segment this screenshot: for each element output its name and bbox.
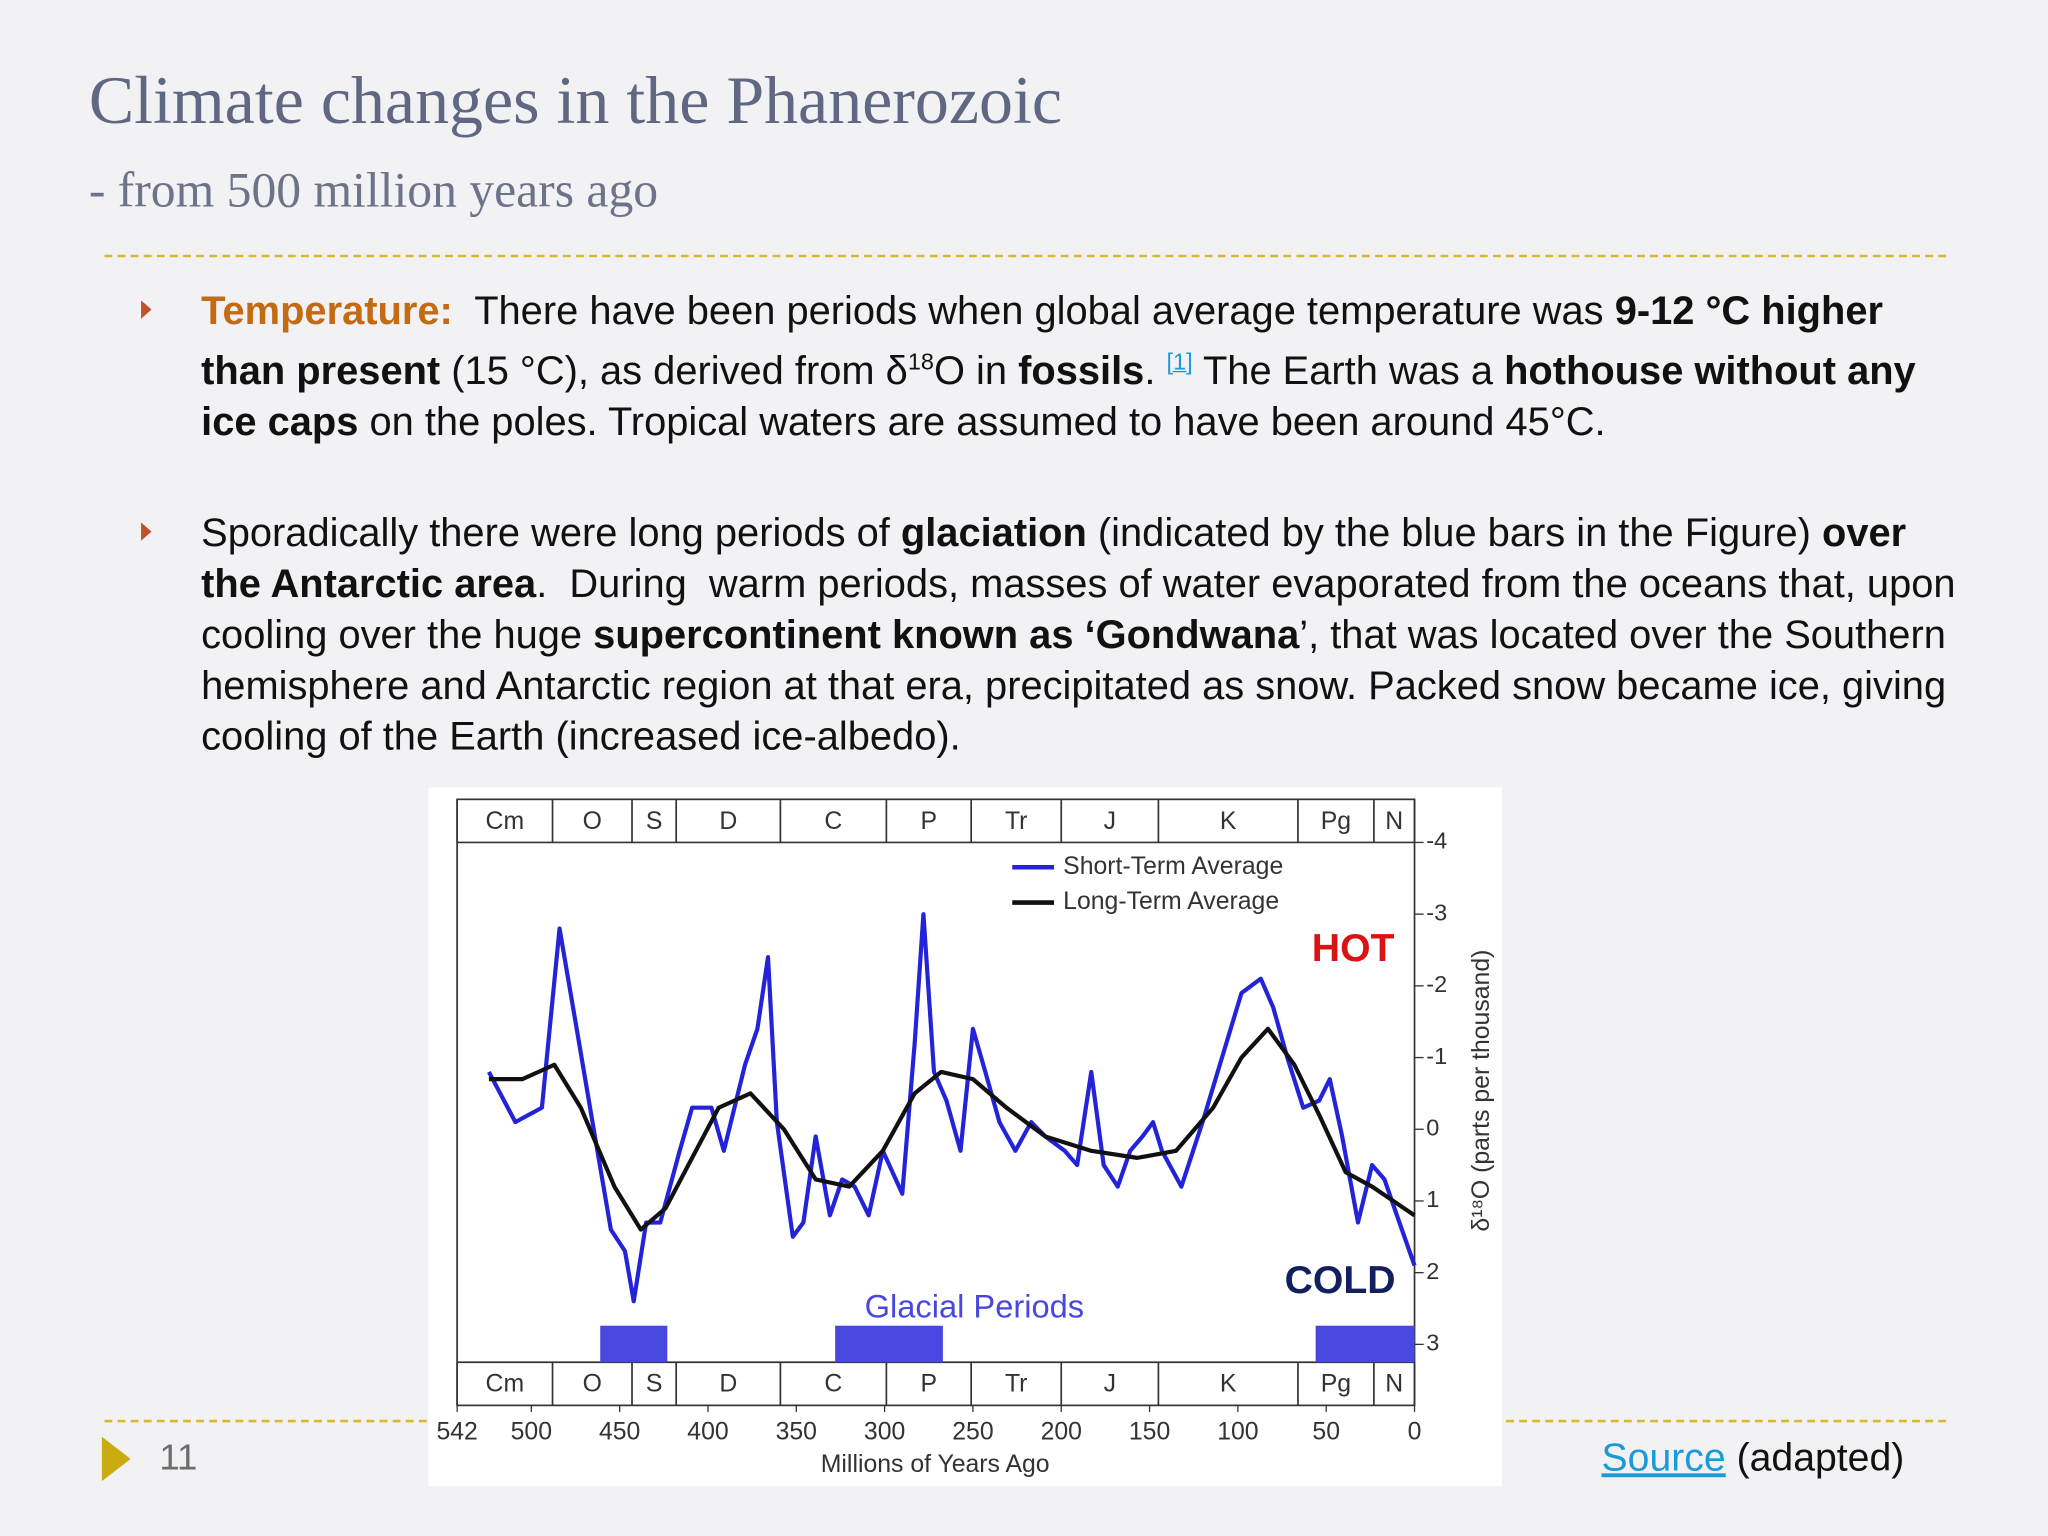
y-axis-label: δ¹⁸O (parts per thousand) [1468, 950, 1495, 1232]
bullet: Temperature: There have been periods whe… [141, 286, 1958, 448]
x-tick-label: 250 [952, 1418, 993, 1445]
period-label: D [719, 808, 737, 835]
period-label: O [583, 1371, 602, 1398]
x-tick-label: 150 [1129, 1418, 1170, 1445]
period-label: Tr [1005, 808, 1027, 835]
bullet: Sporadically there were long periods of … [141, 508, 1958, 763]
source: Source (adapted) [1602, 1437, 1905, 1481]
y-tick-label: -2 [1426, 971, 1447, 997]
x-tick-label: 350 [776, 1418, 817, 1445]
plot-frame [456, 798, 1416, 1407]
cold-label: COLD [1285, 1259, 1396, 1302]
period-label: D [719, 1371, 737, 1398]
y-tick-label: -1 [1426, 1043, 1447, 1069]
text: The Earth was a [1192, 348, 1505, 394]
y-tick-label: 1 [1426, 1186, 1439, 1212]
legend-label: Long-Term Average [1063, 888, 1279, 915]
y-tick-label: 2 [1426, 1258, 1439, 1284]
period-label: S [646, 808, 663, 835]
period-label: K [1220, 808, 1237, 835]
text: 18 [907, 348, 934, 375]
x-axis-label: Millions of Years Ago [821, 1451, 1050, 1478]
text: fossils [1018, 348, 1145, 394]
y-tick-label: 3 [1426, 1330, 1439, 1356]
text: O in [933, 348, 1019, 394]
x-tick-label: 400 [687, 1418, 728, 1445]
citation-link[interactable]: [1] [1166, 348, 1193, 375]
text: There have been periods when global aver… [452, 288, 1615, 334]
period-label: Tr [1005, 1371, 1027, 1398]
text: glaciation [900, 510, 1087, 556]
x-tick-label: 100 [1217, 1418, 1258, 1445]
y-tick-label: -4 [1426, 828, 1447, 854]
period-label: J [1104, 1371, 1116, 1398]
text: 9-12 °C higher than present [201, 288, 1883, 394]
period-label: N [1385, 1371, 1403, 1398]
period-label: P [920, 808, 937, 835]
period-label: O [583, 808, 602, 835]
period-label: Cm [486, 1371, 525, 1398]
series-line [487, 912, 1417, 1304]
text: on the poles. Tropical waters are assume… [358, 399, 1606, 445]
text: over the Antarctic area [201, 510, 1907, 607]
series-line [488, 1026, 1416, 1232]
bullet-arrow [141, 522, 152, 541]
period-label: Pg [1321, 1371, 1351, 1398]
hot-label: HOT [1312, 927, 1395, 970]
period-label: S [646, 1371, 663, 1398]
period-label: K [1220, 1371, 1237, 1398]
x-tick-label: 450 [599, 1418, 640, 1445]
y-tick-label: 0 [1426, 1114, 1439, 1140]
text: Sporadically there were long periods of [201, 510, 901, 556]
x-tick-label: 300 [864, 1418, 905, 1445]
glacial-bar [600, 1325, 668, 1363]
chart-background [428, 787, 1503, 1487]
divider [104, 254, 1947, 258]
glacial-bar [835, 1325, 943, 1363]
footer-arrow [101, 1436, 131, 1482]
source-link[interactable]: Source [1601, 1436, 1726, 1480]
y-tick-label: -3 [1426, 899, 1447, 925]
text: (15 °C), as derived from δ [440, 348, 908, 394]
period-label: N [1385, 808, 1403, 835]
text: . During warm periods, masses of water e… [201, 561, 1967, 657]
slide-title: Climate changes in the Phanerozoic [88, 63, 1062, 139]
x-tick-label: 542 [436, 1418, 477, 1445]
x-tick-label: 500 [511, 1418, 552, 1445]
period-label: P [920, 1371, 937, 1398]
slide-subtitle: - from 500 million years ago [88, 163, 659, 219]
x-tick-label: 50 [1312, 1418, 1340, 1445]
glacial-bar [1315, 1325, 1415, 1363]
text: . [1144, 348, 1167, 394]
period-label: C [824, 808, 842, 835]
text: Temperature: [201, 288, 453, 334]
legend-label: Short-Term Average [1063, 853, 1283, 880]
page-number: 11 [159, 1436, 198, 1478]
period-label: C [824, 1371, 842, 1398]
text: hothouse without any ice caps [201, 348, 1916, 445]
x-tick-label: 0 [1408, 1418, 1422, 1445]
bullet-arrow [141, 300, 152, 319]
glacial-label: Glacial Periods [865, 1287, 1085, 1324]
text: supercontinent known as ‘Gondwana [593, 612, 1300, 657]
text: ’, that was located over the Southern he… [201, 612, 1947, 759]
x-tick-label: 200 [1041, 1418, 1082, 1445]
period-label: J [1104, 808, 1116, 835]
period-label: Pg [1321, 808, 1351, 835]
text: (adapted) [1725, 1436, 1905, 1480]
period-label: Cm [486, 808, 525, 835]
text: (indicated by the blue bars in the Figur… [1086, 510, 1823, 556]
